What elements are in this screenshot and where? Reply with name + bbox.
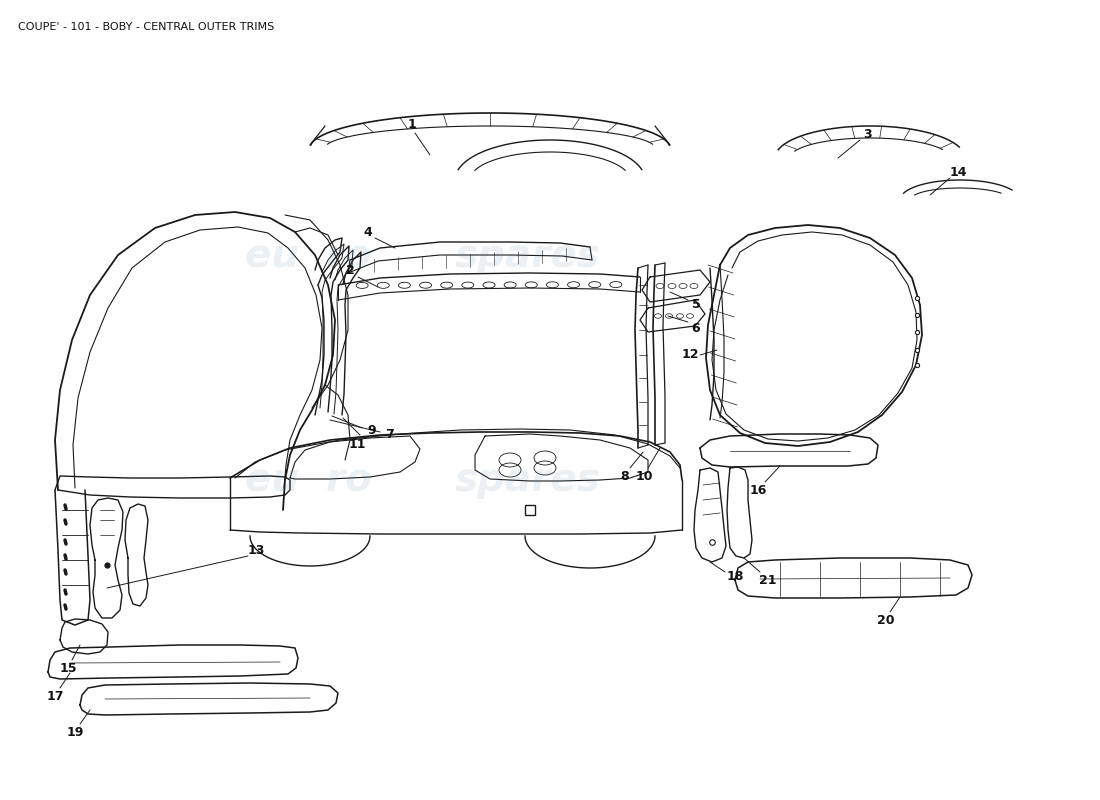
Text: COUPE' - 101 - BOBY - CENTRAL OUTER TRIMS: COUPE' - 101 - BOBY - CENTRAL OUTER TRIM… xyxy=(18,22,274,32)
Text: eu  ro: eu ro xyxy=(244,461,372,499)
Text: 14: 14 xyxy=(949,166,967,178)
Text: 7: 7 xyxy=(386,427,395,441)
Text: 16: 16 xyxy=(749,483,767,497)
Text: 9: 9 xyxy=(367,423,376,437)
Text: 8: 8 xyxy=(620,470,629,482)
Text: 11: 11 xyxy=(349,438,365,450)
Text: 15: 15 xyxy=(59,662,77,674)
Text: 18: 18 xyxy=(726,570,744,583)
Text: 2: 2 xyxy=(345,263,354,277)
Text: 1: 1 xyxy=(408,118,417,130)
Text: spares: spares xyxy=(455,237,601,275)
Text: 13: 13 xyxy=(248,545,265,558)
Text: 5: 5 xyxy=(692,298,701,311)
Text: 4: 4 xyxy=(364,226,373,238)
Text: 19: 19 xyxy=(66,726,84,738)
Text: spares: spares xyxy=(455,461,601,499)
Text: eu  ro: eu ro xyxy=(244,237,372,275)
Text: 21: 21 xyxy=(759,574,777,586)
Text: 17: 17 xyxy=(46,690,64,702)
Text: 20: 20 xyxy=(878,614,894,626)
Text: 12: 12 xyxy=(681,349,698,362)
Text: 6: 6 xyxy=(692,322,701,334)
Text: 10: 10 xyxy=(636,470,652,482)
Text: 3: 3 xyxy=(864,127,872,141)
